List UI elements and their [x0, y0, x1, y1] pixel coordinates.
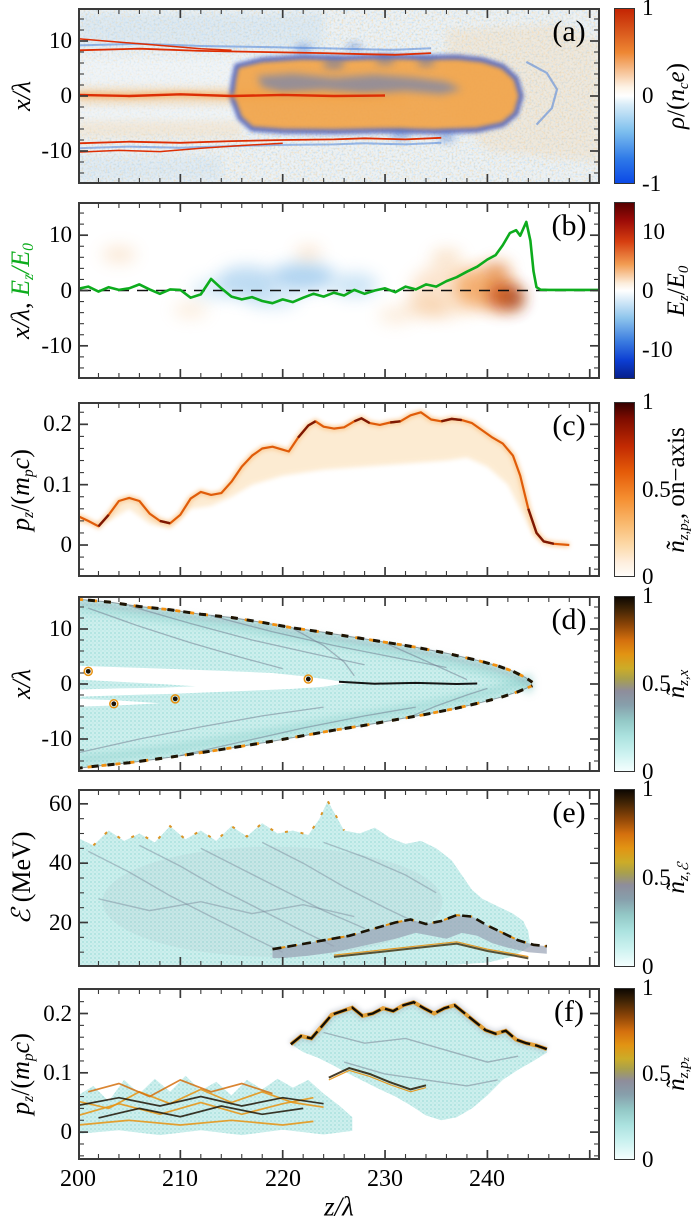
panel-b-cbtick-0: 0 — [642, 278, 654, 303]
panel-e-cbtick-0.5: 0.5 — [642, 865, 671, 890]
panel-c-cbtick-1: 1 — [642, 389, 654, 414]
xaxis-tick-240: 240 — [469, 1166, 505, 1192]
panel-a-cbtick-0: 0 — [642, 83, 654, 108]
panel-b-ylabel: x/λ, Ez/E0 — [6, 242, 37, 339]
panel-d-ytick-10: 10 — [49, 616, 72, 641]
panel-e-canvas — [78, 789, 600, 967]
panel-e-cbtick-1: 1 — [642, 776, 654, 801]
panel-a-colorbar — [614, 8, 635, 184]
panel-c-ylabel: pz/(mpc) — [6, 448, 37, 531]
panel-f-letter: (f) — [554, 995, 584, 1028]
panel-b-colorbar-title: Ez/E0 — [663, 265, 692, 316]
panel-a-ytick-10: 10 — [49, 28, 72, 53]
panel-b-ytick-10: 10 — [49, 222, 72, 247]
panel-d-cbtick-0: 0 — [642, 759, 654, 784]
xaxis-tick-210: 210 — [162, 1166, 198, 1192]
xaxis-tick-220: 220 — [265, 1166, 301, 1192]
panel-c-cbtick-0.5: 0.5 — [642, 477, 671, 502]
panel-f-colorbar — [614, 988, 635, 1160]
panel-d-letter: (d) — [551, 603, 587, 636]
panel-e-ytick-20: 20 — [49, 910, 72, 935]
panel-a-ylabel: x/λ — [7, 80, 36, 112]
panel-c-ytick-0.2: 0.2 — [43, 411, 72, 436]
panel-a-canvas — [78, 8, 600, 184]
panel-a-cbtick--1: -1 — [642, 171, 662, 196]
panel-c-ytick-0.1: 0.1 — [43, 472, 72, 497]
panel-f-colorbar-title: ñz,pz — [663, 1057, 692, 1091]
panel-f-cbtick-0: 0 — [642, 1147, 654, 1172]
panel-d-cbtick-1: 1 — [642, 583, 654, 608]
panel-f-ytick-0.1: 0.1 — [43, 1060, 72, 1085]
panel-f-ytick-0.2: 0.2 — [43, 1001, 72, 1026]
xaxis-label: z/λ — [324, 1191, 354, 1222]
panel-d-canvas — [78, 596, 600, 772]
panel-e-colorbar-title: ñz,ℰ — [663, 862, 692, 894]
panel-b-colorbar — [614, 202, 635, 379]
panel-f-cbtick-0.5: 0.5 — [642, 1061, 671, 1086]
panel-a-colorbar-title: ρ/(nce) — [663, 63, 692, 129]
panel-c-colorbar-title: ñz,pz, on−axis — [663, 426, 692, 553]
panel-d-ytick-0: 0 — [60, 671, 73, 696]
panel-b-ytick--10: -10 — [41, 333, 72, 358]
panel-e-cbtick-0: 0 — [642, 954, 654, 979]
panel-b-ytick-0: 0 — [60, 278, 73, 303]
panel-f-ytick-0: 0 — [60, 1119, 73, 1144]
panel-e-letter: (e) — [552, 796, 586, 829]
panel-d-ytick--10: -10 — [41, 726, 72, 751]
panel-b-cbtick-10: 10 — [642, 219, 665, 244]
panel-e-ylabel: ℰ (MeV) — [7, 831, 36, 925]
xaxis-tick-200: 200 — [60, 1166, 96, 1192]
panel-d-colorbar-title: ñz,x — [663, 669, 692, 699]
xaxis-tick-230: 230 — [367, 1166, 403, 1192]
panel-c-letter: (c) — [552, 409, 586, 442]
panel-d-cbtick-0.5: 0.5 — [642, 671, 671, 696]
panel-e-ytick-60: 60 — [49, 791, 72, 816]
panel-c-ytick-0: 0 — [60, 532, 73, 557]
panel-a-ytick--10: -10 — [41, 138, 72, 163]
panel-b-cbtick--10: -10 — [642, 337, 673, 362]
panel-e-ytick-40: 40 — [49, 850, 72, 875]
panel-e-colorbar — [614, 789, 635, 967]
panel-c-colorbar — [614, 402, 635, 577]
panel-f-ylabel: pz/(mpc) — [6, 1033, 37, 1115]
panel-a-cbtick-1: 1 — [642, 0, 654, 20]
panel-d-ylabel: x/λ — [7, 668, 36, 700]
panel-f-cbtick-1: 1 — [642, 975, 654, 1000]
panel-d-colorbar — [614, 596, 635, 772]
panel-c-canvas — [78, 402, 600, 577]
panel-f-canvas — [78, 988, 600, 1160]
panel-b-canvas — [78, 202, 600, 379]
panel-c-cbtick-0: 0 — [642, 564, 654, 589]
panel-a-ytick-0: 0 — [60, 83, 73, 108]
panel-a-letter: (a) — [552, 15, 586, 48]
panel-b-letter: (b) — [551, 209, 587, 242]
